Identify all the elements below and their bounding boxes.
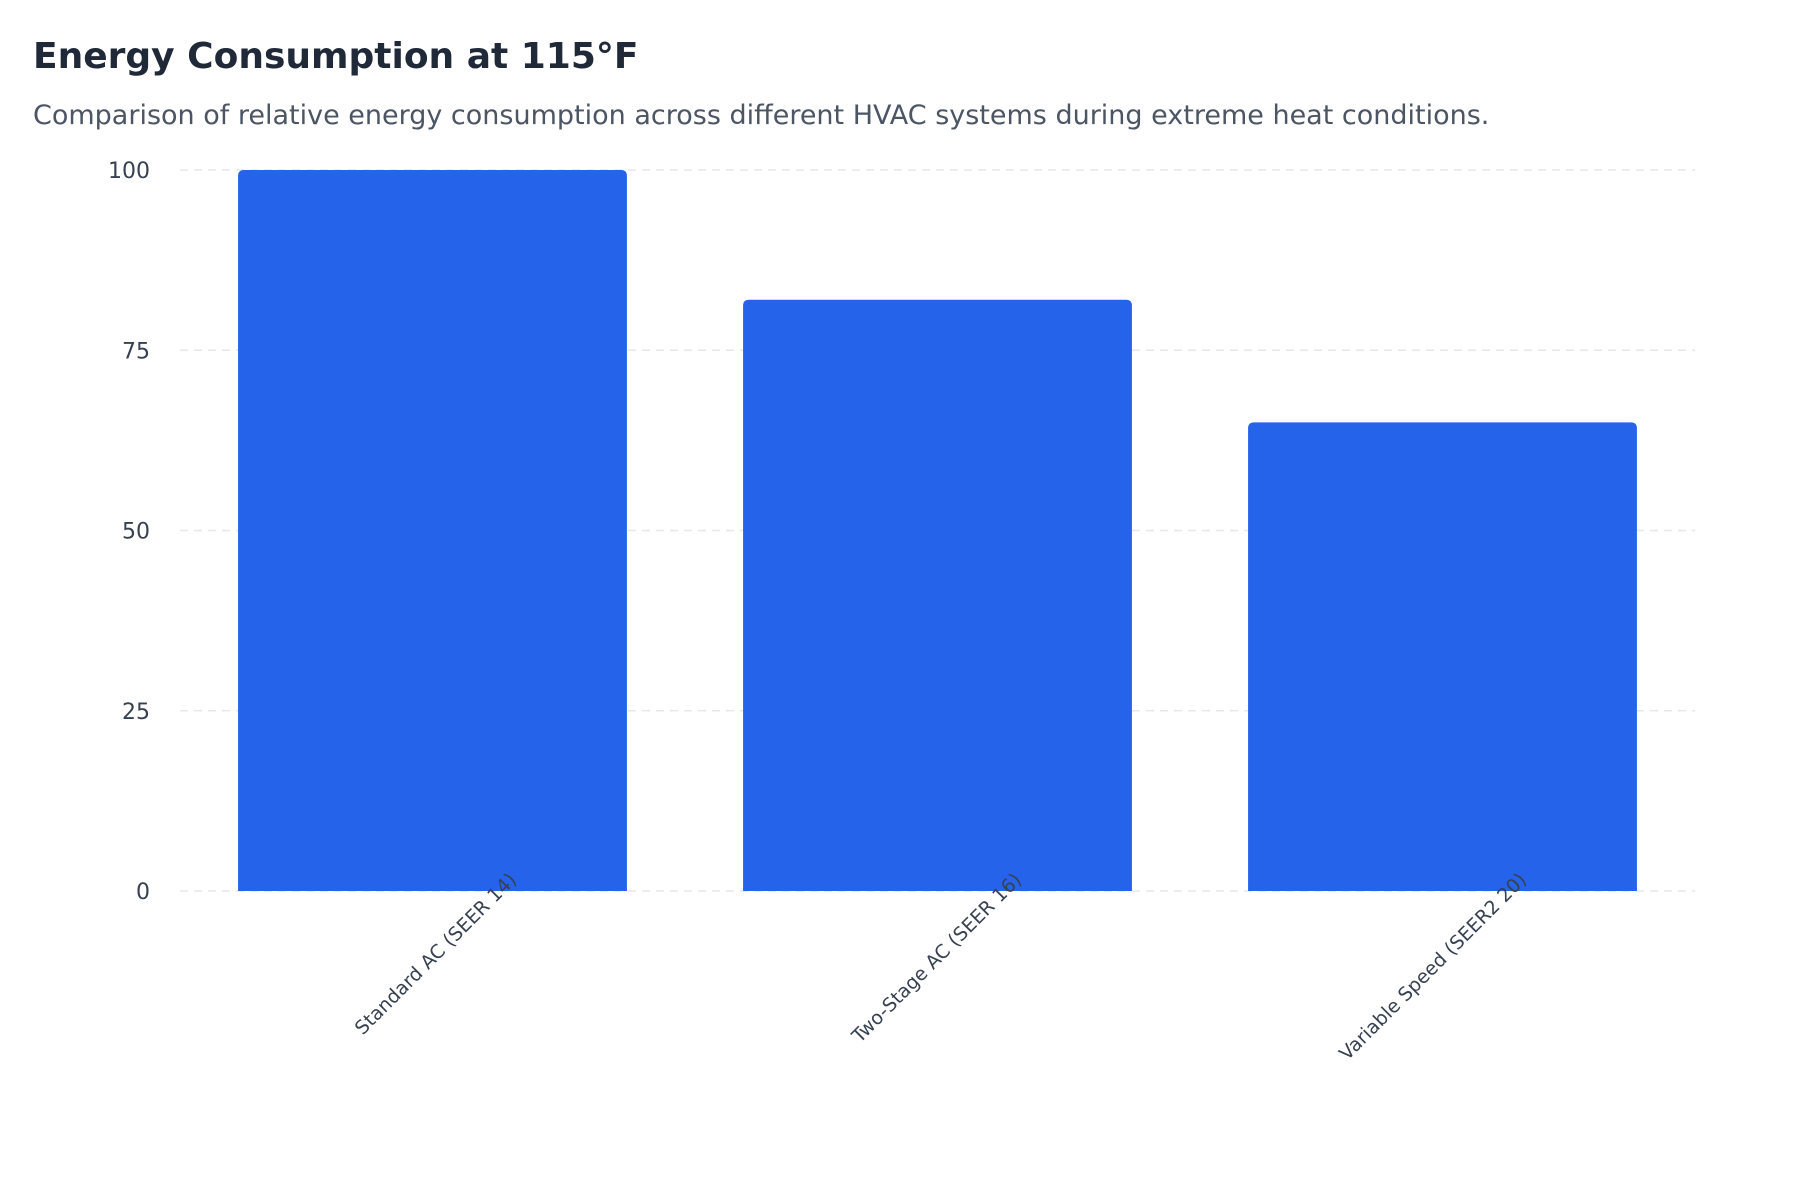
bar-2[interactable] bbox=[743, 299, 1132, 891]
y-tick-label: 75 bbox=[122, 339, 150, 364]
bar-3[interactable] bbox=[1248, 422, 1637, 891]
y-tick-label: 0 bbox=[136, 880, 150, 905]
x-category-label: Standard AC (SEER 14) bbox=[351, 869, 521, 1039]
bars bbox=[238, 170, 1637, 891]
y-axis-ticks: 0 25 50 75 100 bbox=[108, 159, 150, 905]
x-category-label: Two-Stage AC (SEER 16) bbox=[847, 869, 1026, 1048]
chart-title: Energy Consumption at 115°F bbox=[33, 36, 639, 77]
x-axis-labels: Standard AC (SEER 14) Two-Stage AC (SEER … bbox=[351, 869, 1531, 1065]
y-tick-label: 100 bbox=[108, 159, 150, 184]
y-tick-label: 50 bbox=[122, 520, 150, 545]
chart-subtitle: Comparison of relative energy consumptio… bbox=[33, 100, 1490, 131]
x-category-label: Variable Speed (SEER2 20) bbox=[1335, 869, 1531, 1065]
bar-1[interactable] bbox=[238, 170, 627, 891]
y-tick-label: 25 bbox=[122, 700, 150, 725]
